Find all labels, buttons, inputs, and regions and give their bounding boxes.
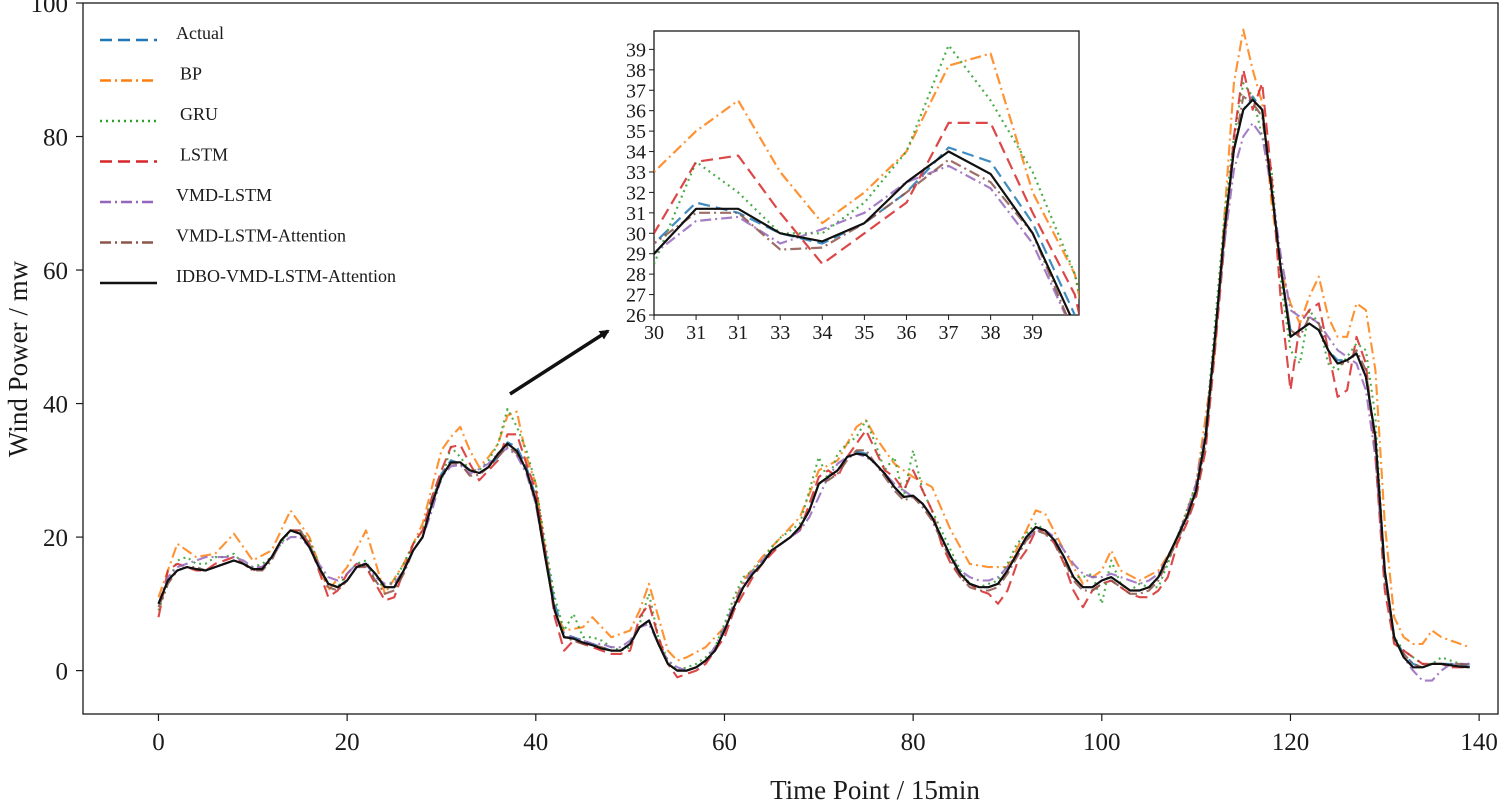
y-tick-label: 80	[43, 125, 68, 152]
inset-series-lines	[654, 44, 1079, 315]
inset-y-tick-label: 36	[626, 101, 646, 123]
inset-axis-ticks: 30 31 31 33 34 35 36 37 38 3926272829303132333435…	[626, 39, 1043, 344]
x-tick-label: 0	[152, 729, 165, 756]
legend-label-actual: Actual	[176, 23, 224, 43]
y-tick-label: 40	[43, 392, 68, 419]
inset-y-tick-label: 27	[626, 285, 646, 307]
inset-y-tick-label: 37	[626, 80, 646, 102]
inset-y-tick-label: 29	[626, 244, 646, 266]
inset-y-tick-label: 38	[626, 60, 646, 82]
x-axis-label: Time Point / 15min	[770, 775, 980, 804]
inset-y-tick-label: 34	[626, 142, 646, 164]
inset-y-tick-label: 30	[626, 223, 646, 245]
inset-x-tick-label: 35	[854, 322, 874, 344]
inset-x-tick-label: 33	[770, 322, 790, 344]
legend-label-bp: BP	[180, 64, 202, 84]
inset-line-lstm	[654, 121, 1079, 315]
y-tick-label: 0	[56, 659, 69, 686]
inset-frame	[653, 30, 1080, 316]
legend: Actual BP GRU LSTM VMD-LSTM VMD-LSTM-Attentio…	[100, 23, 396, 286]
x-tick-label: 80	[901, 729, 926, 756]
series-line-bp	[157, 28, 1471, 662]
x-tick-label: 120	[1272, 729, 1310, 756]
series-line-idbo-vmd-lstm-attention	[157, 98, 1470, 672]
inset-line-vmd-lstm	[654, 164, 1067, 315]
inset-y-tick-label: 26	[626, 305, 646, 327]
x-tick-label: 40	[523, 729, 548, 756]
inset-line-bp	[654, 52, 1079, 300]
inset-x-tick-label: 39	[1023, 322, 1043, 344]
legend-label-vmd-lstm-attention: VMD-LSTM-Attention	[176, 226, 346, 246]
inset-x-tick-label: 38	[981, 322, 1001, 344]
inset-x-tick-label: 37	[939, 322, 959, 344]
x-tick-label: 60	[712, 729, 737, 756]
zoom-arrow	[509, 329, 610, 396]
x-tick-label: 140	[1460, 729, 1498, 756]
inset-x-tick-label: 36	[896, 322, 916, 344]
legend-label-lstm: LSTM	[180, 145, 228, 165]
inset-x-tick-label: 31	[728, 322, 748, 344]
inset-x-tick-label: 31	[686, 322, 706, 344]
y-axis-label: Wind Power / mw	[3, 260, 33, 457]
inset-y-tick-label: 28	[626, 264, 646, 286]
main-axis-ticks: 0 20 40 60 80 100 120 140 0 20 40 60 80 100	[31, 0, 1498, 756]
y-tick-label: 20	[43, 525, 68, 552]
main-series-lines	[157, 28, 1471, 682]
x-tick-label: 20	[335, 729, 360, 756]
legend-label-gru: GRU	[180, 104, 218, 124]
legend-label-vmd-lstm: VMD-LSTM	[176, 185, 272, 205]
legend-label-idbo-vmd-lstm-attention: IDBO-VMD-LSTM-Attention	[176, 266, 396, 286]
x-tick-label: 100	[1083, 729, 1121, 756]
inset-y-tick-label: 35	[626, 121, 646, 143]
inset-y-tick-label: 39	[626, 39, 646, 61]
y-tick-label: 60	[43, 258, 68, 285]
inset-y-tick-label: 31	[626, 203, 646, 225]
y-tick-label: 100	[31, 0, 69, 18]
series-line-vmd-lstm	[157, 122, 1470, 682]
inset-x-tick-label: 30	[644, 322, 664, 344]
inset-y-tick-label: 33	[626, 162, 646, 184]
inset-x-tick-label: 34	[812, 322, 832, 344]
inset-line-idbo-vmd-lstm-attention	[654, 150, 1072, 315]
inset-line-gru	[654, 44, 1079, 298]
inset-y-tick-label: 32	[626, 182, 646, 204]
